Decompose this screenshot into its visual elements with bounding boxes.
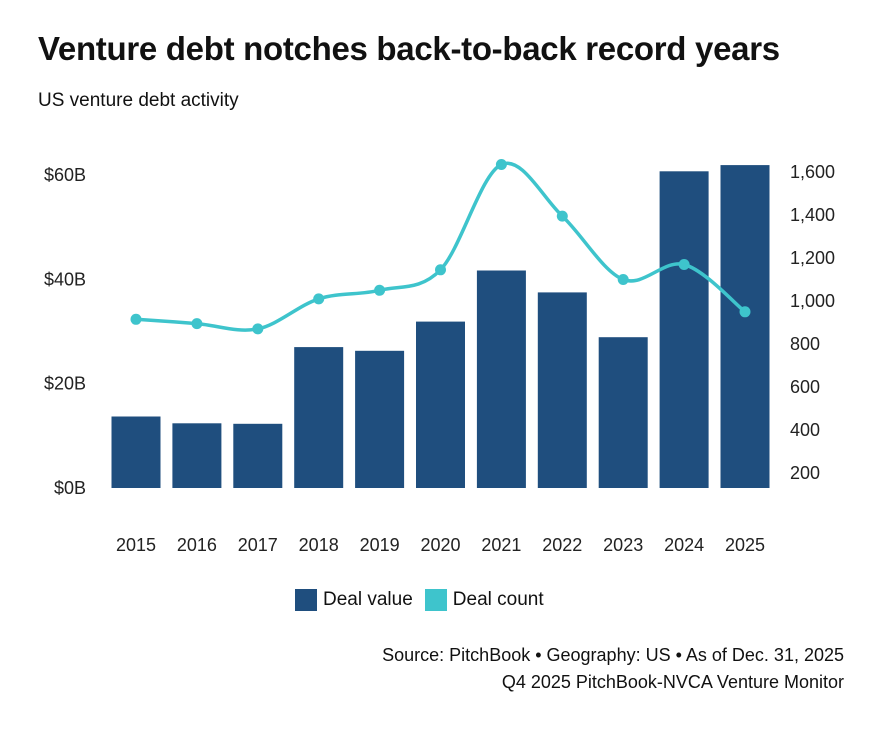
right-tick-label: 1,000 — [790, 291, 835, 311]
legend-item-deal-value: Deal value — [295, 589, 413, 611]
bar-2017 — [233, 423, 283, 488]
legend-label-deal-value: Deal value — [323, 589, 413, 610]
bar-2020 — [416, 321, 465, 488]
right-tick-label: 1,400 — [790, 205, 835, 225]
bar-2023 — [598, 337, 648, 488]
left-tick-label: $0B — [54, 478, 86, 498]
x-tick-label-2021: 2021 — [481, 535, 521, 555]
legend-swatch-deal-value — [295, 589, 317, 611]
bar-2024 — [659, 171, 709, 489]
x-tick-label-2017: 2017 — [238, 535, 278, 555]
x-tick-label-2023: 2023 — [603, 535, 643, 555]
x-tick-label-2022: 2022 — [542, 535, 582, 555]
x-tick-label-2018: 2018 — [299, 535, 339, 555]
right-tick-label: 400 — [790, 420, 820, 440]
source-line: Source: PitchBook • Geography: US • As o… — [382, 645, 844, 665]
x-tick-label-2016: 2016 — [177, 535, 217, 555]
left-tick-label: $60B — [44, 165, 86, 185]
bar-2022 — [537, 292, 587, 488]
right-tick-label: 1,200 — [790, 248, 835, 268]
x-tick-label-2025: 2025 — [725, 535, 765, 555]
legend-item-deal-count: Deal count — [424, 589, 544, 611]
deal-value-bars — [111, 165, 770, 489]
x-tick-label-2015: 2015 — [116, 535, 156, 555]
deal-count-line — [134, 161, 747, 332]
deal-count-line-group — [130, 159, 751, 335]
deal-count-point-2016 — [191, 318, 203, 330]
bar-2021 — [476, 270, 526, 488]
chart-subtitle: US venture debt activity — [38, 90, 239, 111]
x-axis: 2015 2016 2017 2018 2019 2020 2021 2022 2023 2024… — [116, 535, 765, 555]
left-axis: $0B $20B $40B $60B — [44, 165, 86, 498]
left-tick-label: $40B — [44, 269, 86, 289]
deal-count-point-2025 — [739, 306, 751, 318]
deal-count-point-2021 — [495, 159, 507, 170]
bar-2016 — [172, 423, 222, 488]
legend-swatch-deal-count — [424, 589, 447, 611]
right-axis: 200 400 600 800 1,000 1,200 1,400 1,600 — [790, 162, 835, 483]
x-tick-label-2024: 2024 — [664, 535, 704, 555]
chart-title: Venture debt notches back-to-back record… — [38, 30, 780, 67]
x-tick-label-2019: 2019 — [360, 535, 400, 555]
deal-count-point-2022 — [556, 210, 568, 222]
deal-count-point-2020 — [435, 264, 446, 276]
right-tick-label: 600 — [790, 377, 820, 397]
legend-label-deal-count: Deal count — [452, 589, 544, 610]
legend: Deal value Deal count — [295, 589, 556, 611]
deal-count-point-2018 — [313, 293, 325, 305]
deal-count-point-2024 — [678, 259, 690, 270]
right-tick-label: 200 — [790, 463, 820, 483]
bar-2019 — [355, 350, 405, 488]
deal-count-point-2015 — [130, 313, 142, 325]
left-tick-label: $20B — [44, 374, 86, 394]
deal-count-point-2023 — [617, 274, 629, 285]
deal-count-point-2019 — [374, 284, 386, 296]
deal-count-point-2017 — [252, 323, 264, 335]
x-tick-label-2020: 2020 — [420, 535, 460, 555]
source-note: Source: PitchBook • Geography: US • As o… — [382, 642, 844, 696]
report-line: Q4 2025 PitchBook-NVCA Venture Monitor — [501, 672, 844, 692]
right-tick-label: 1,600 — [790, 162, 835, 182]
bar-2018 — [294, 347, 344, 488]
right-tick-label: 800 — [790, 334, 820, 354]
bar-2015 — [111, 416, 161, 488]
bar-2025 — [720, 165, 770, 488]
